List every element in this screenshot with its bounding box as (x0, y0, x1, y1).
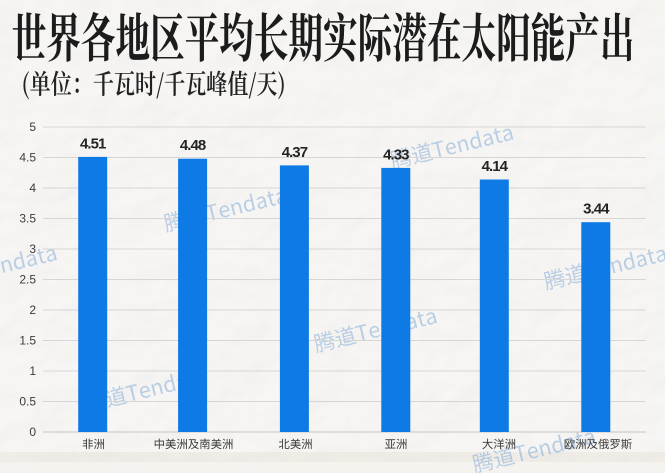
svg-text:2: 2 (29, 303, 36, 317)
svg-text:4.5: 4.5 (19, 150, 36, 164)
svg-text:4: 4 (29, 181, 36, 195)
svg-text:3: 3 (29, 242, 36, 256)
svg-text:2.5: 2.5 (19, 272, 36, 286)
svg-text:4.48: 4.48 (180, 137, 206, 154)
svg-text:3.5: 3.5 (19, 211, 36, 225)
svg-text:1: 1 (29, 364, 36, 378)
svg-text:4.33: 4.33 (383, 146, 409, 163)
svg-text:4.51: 4.51 (80, 135, 106, 152)
svg-text:1.5: 1.5 (19, 333, 36, 347)
svg-text:4.14: 4.14 (482, 158, 509, 175)
svg-text:0.5: 0.5 (19, 394, 36, 408)
svg-text:3.44: 3.44 (583, 201, 610, 218)
svg-text:5: 5 (29, 120, 36, 134)
svg-text:0: 0 (29, 425, 36, 439)
svg-text:4.37: 4.37 (282, 144, 308, 161)
